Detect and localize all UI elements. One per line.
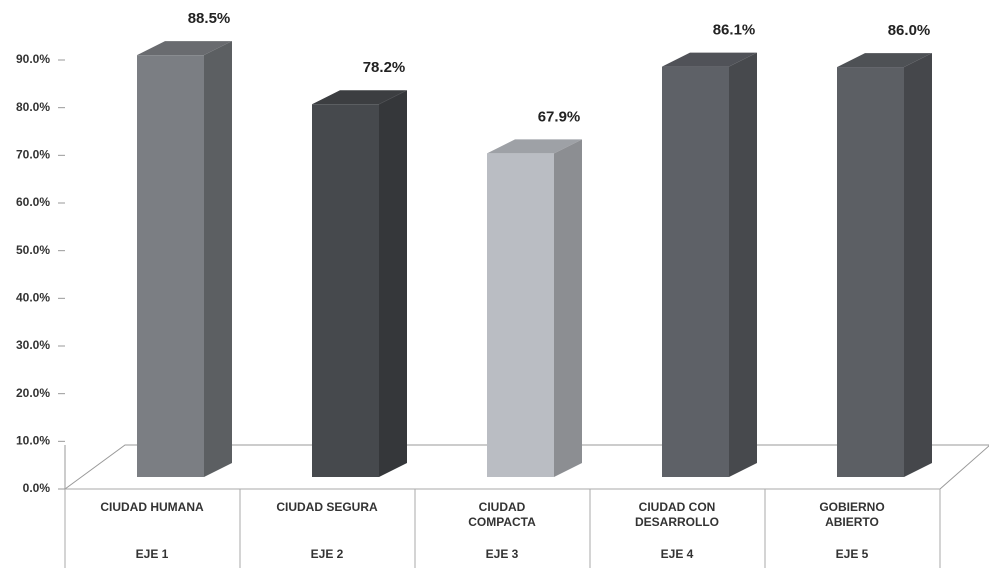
value-label: 88.5% [188, 10, 231, 27]
group-label: EJE 2 [311, 547, 344, 561]
group-label: EJE 3 [486, 547, 519, 561]
category-label: CIUDAD SEGURA [276, 500, 378, 514]
category-label: CIUDAD COMPACTA [468, 500, 536, 529]
category-line: DESARROLLO [635, 515, 719, 529]
bar-top [662, 52, 757, 67]
bar-side [729, 52, 757, 478]
y-tick-label: 20.0% [16, 386, 50, 400]
bar-top [487, 139, 582, 154]
bar [662, 52, 757, 478]
y-tick-label: 10.0% [16, 434, 50, 448]
value-label: 86.1% [713, 22, 756, 39]
value-label: 67.9% [538, 108, 581, 125]
bar-side [554, 139, 582, 478]
bar [137, 41, 232, 478]
table-lines [64, 488, 941, 568]
category-line: ABIERTO [825, 515, 879, 529]
category-line: CIUDAD HUMANA [100, 500, 204, 514]
bar [487, 139, 582, 478]
group-label: EJE 4 [661, 547, 694, 561]
y-tick-label: 60.0% [16, 195, 50, 209]
y-tick-label: 90.0% [16, 52, 50, 66]
bar-top [837, 53, 932, 68]
bar-side [204, 41, 232, 478]
category-label: GOBIERNO ABIERTO [819, 500, 884, 529]
y-tick-label: 40.0% [16, 291, 50, 305]
category-line: CIUDAD [479, 500, 526, 514]
y-tick-label: 50.0% [16, 243, 50, 257]
value-label: 78.2% [363, 59, 406, 76]
bar-front [662, 66, 729, 477]
y-tick-label: 70.0% [16, 148, 50, 162]
value-label: 86.0% [888, 22, 931, 39]
bar-top [312, 90, 407, 105]
y-tick-label: 0.0% [23, 481, 51, 495]
group-label: EJE 5 [836, 547, 869, 561]
bar [837, 53, 932, 478]
bar-front [312, 104, 379, 477]
bar-side [379, 90, 407, 477]
category-line: GOBIERNO [819, 500, 884, 514]
group-label: EJE 1 [136, 547, 169, 561]
category-label: CIUDAD CON DESARROLLO [635, 500, 719, 529]
bar-top [137, 41, 232, 56]
bar-front [837, 67, 904, 478]
bar-front [137, 55, 204, 478]
category-line: CIUDAD CON [639, 500, 716, 514]
bar-front [487, 153, 554, 478]
bar [312, 90, 407, 477]
category-line: CIUDAD SEGURA [276, 500, 378, 514]
category-label: CIUDAD HUMANA [100, 500, 204, 514]
y-tick-label: 80.0% [16, 100, 50, 114]
category-line: COMPACTA [468, 515, 536, 529]
bar-side [904, 53, 932, 478]
y-tick-label: 30.0% [16, 338, 50, 352]
